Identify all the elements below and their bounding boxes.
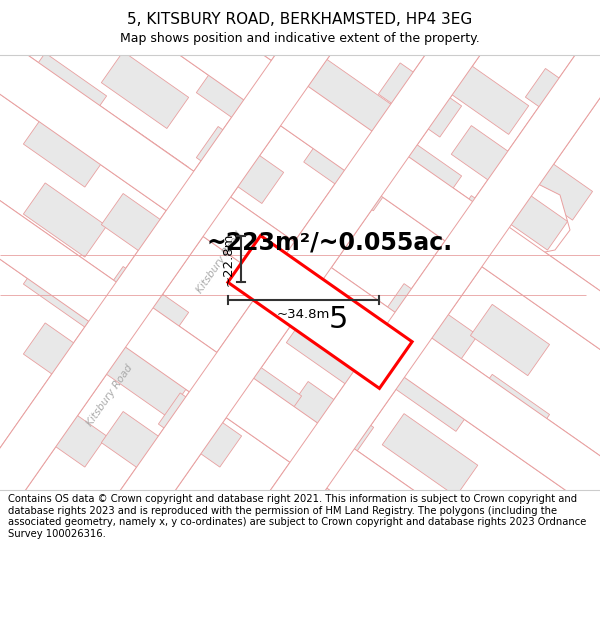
Text: 5: 5 — [328, 306, 347, 334]
Polygon shape — [304, 129, 396, 211]
Polygon shape — [286, 381, 374, 459]
Polygon shape — [23, 183, 107, 257]
Polygon shape — [23, 253, 107, 327]
Text: Map shows position and indicative extent of the property.: Map shows position and indicative extent… — [120, 32, 480, 45]
Text: Kitsbury Road: Kitsbury Road — [195, 229, 245, 294]
Polygon shape — [218, 353, 302, 427]
Polygon shape — [451, 66, 529, 134]
Polygon shape — [382, 414, 478, 496]
Polygon shape — [23, 393, 107, 467]
Text: Contains OS data © Crown copyright and database right 2021. This information is : Contains OS data © Crown copyright and d… — [8, 494, 586, 539]
Polygon shape — [382, 349, 478, 431]
Polygon shape — [0, 0, 600, 552]
Polygon shape — [379, 63, 461, 137]
Polygon shape — [0, 162, 600, 625]
Polygon shape — [0, 0, 600, 388]
Polygon shape — [0, 0, 600, 388]
Text: ~223m²/~0.055ac.: ~223m²/~0.055ac. — [207, 230, 453, 254]
Polygon shape — [196, 61, 284, 139]
Polygon shape — [228, 236, 412, 388]
Polygon shape — [101, 51, 188, 129]
Polygon shape — [101, 339, 188, 416]
Polygon shape — [101, 411, 188, 489]
Polygon shape — [0, 162, 600, 625]
Polygon shape — [379, 133, 461, 207]
Polygon shape — [101, 266, 188, 344]
Polygon shape — [0, 0, 427, 625]
Polygon shape — [173, 0, 600, 625]
Polygon shape — [0, 0, 600, 552]
Polygon shape — [527, 160, 593, 220]
Polygon shape — [382, 284, 478, 366]
Text: 5, KITSBURY ROAD, BERKHAMSTED, HP4 3EG: 5, KITSBURY ROAD, BERKHAMSTED, HP4 3EG — [127, 12, 473, 27]
Text: Kitsbury Road: Kitsbury Road — [85, 362, 135, 428]
Polygon shape — [535, 261, 575, 299]
Polygon shape — [158, 393, 242, 467]
Polygon shape — [23, 0, 577, 625]
Polygon shape — [451, 126, 529, 194]
Polygon shape — [451, 196, 529, 264]
Polygon shape — [23, 323, 107, 397]
Polygon shape — [173, 0, 600, 625]
Polygon shape — [23, 0, 577, 625]
Text: ~22.8m: ~22.8m — [221, 232, 235, 286]
Polygon shape — [196, 126, 284, 204]
Polygon shape — [470, 374, 550, 446]
Polygon shape — [480, 180, 570, 255]
Polygon shape — [101, 121, 188, 199]
Polygon shape — [526, 69, 595, 131]
Text: ~34.8m: ~34.8m — [277, 308, 331, 321]
Polygon shape — [23, 113, 107, 187]
Polygon shape — [101, 194, 188, 271]
Polygon shape — [286, 311, 374, 389]
Polygon shape — [470, 304, 550, 376]
Polygon shape — [23, 53, 107, 127]
Polygon shape — [304, 59, 396, 141]
Polygon shape — [0, 0, 427, 625]
Polygon shape — [502, 190, 568, 250]
